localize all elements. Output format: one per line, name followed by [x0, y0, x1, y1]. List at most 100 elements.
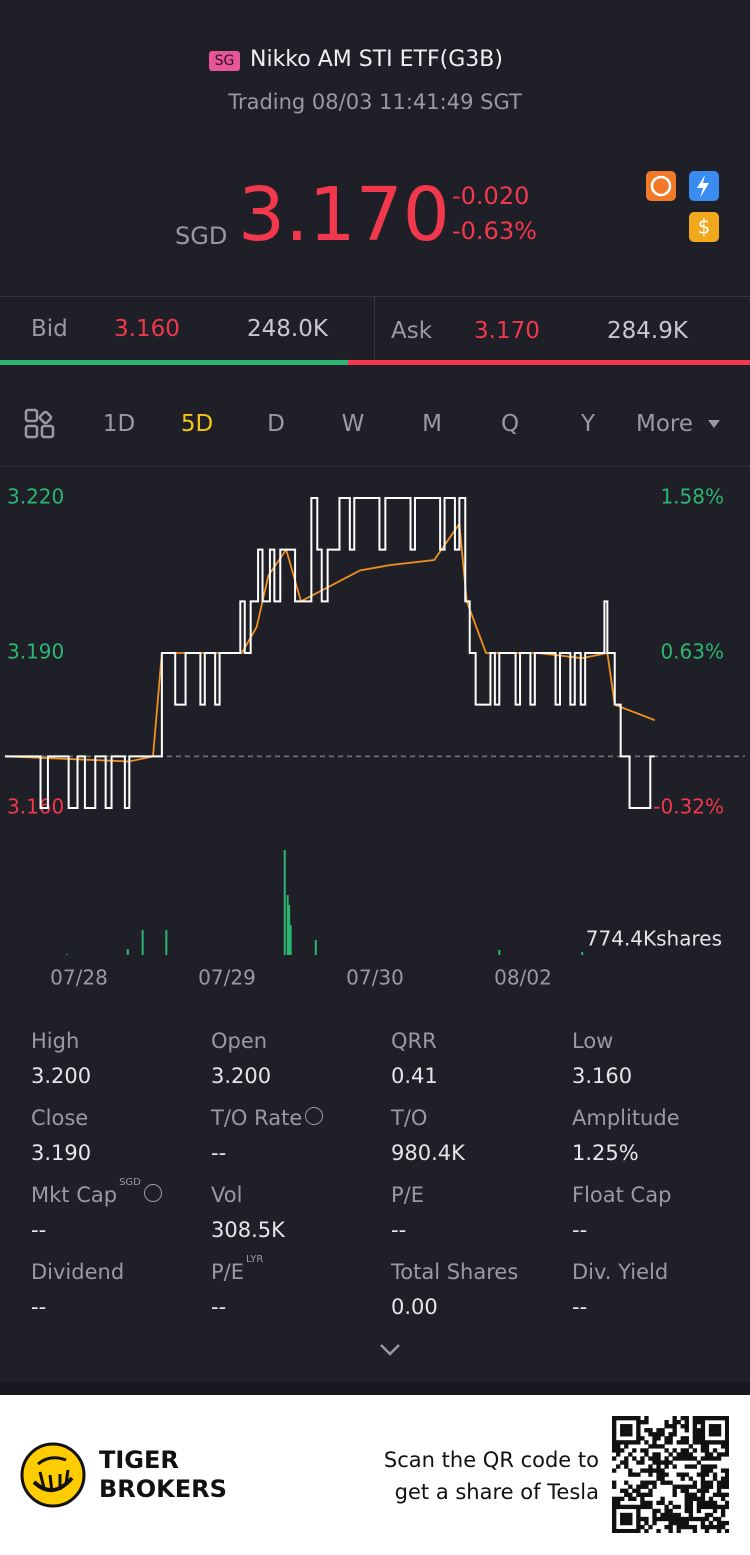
qr-cell — [636, 1460, 641, 1465]
qr-cell — [624, 1416, 629, 1421]
qr-cell — [676, 1420, 681, 1425]
qr-cell — [704, 1448, 710, 1453]
info-icon[interactable] — [143, 1184, 162, 1202]
qr-cell — [640, 1456, 645, 1461]
qr-cell — [680, 1416, 685, 1421]
qr-cell — [716, 1488, 722, 1493]
qr-cell — [656, 1460, 661, 1465]
stat-label-text: Dividend — [31, 1260, 125, 1284]
qr-cell — [648, 1480, 653, 1485]
qr-cell — [720, 1512, 726, 1518]
period-tab[interactable]: More — [636, 411, 694, 437]
qr-cell — [680, 1424, 685, 1429]
qr-cell — [664, 1436, 669, 1441]
qr-cell — [612, 1428, 617, 1433]
price-change-pct: -0.63% — [452, 217, 537, 245]
qr-cell — [676, 1528, 681, 1533]
qr-cell — [616, 1444, 621, 1449]
qr-cell — [676, 1452, 681, 1457]
qr-cell — [612, 1524, 617, 1530]
qr-cell — [616, 1496, 621, 1502]
qr-cell — [664, 1448, 669, 1453]
qr-cell — [676, 1456, 681, 1461]
period-tab[interactable]: Q — [500, 411, 520, 437]
qr-cell — [668, 1424, 673, 1429]
qr-cell — [620, 1516, 625, 1522]
qr-cell — [696, 1508, 702, 1514]
stat-label-text: Open — [211, 1029, 268, 1053]
qr-cell — [700, 1472, 706, 1477]
stat-label-text: Float Cap — [572, 1183, 672, 1207]
qr-cell — [668, 1508, 673, 1514]
qr-cell — [692, 1428, 698, 1433]
qr-cell — [652, 1484, 657, 1489]
qr-cell — [684, 1508, 689, 1514]
bid-bar — [0, 360, 348, 365]
qr-cell — [644, 1440, 649, 1445]
volume-bar — [498, 949, 501, 955]
qr-cell — [612, 1500, 617, 1506]
qr-cell — [624, 1492, 629, 1497]
volume-bar — [283, 850, 286, 955]
info-icon[interactable] — [305, 1107, 324, 1125]
qr-cell — [720, 1468, 726, 1473]
stat-value: -- — [391, 1218, 407, 1242]
qr-cell — [688, 1452, 693, 1457]
qr-cell — [696, 1436, 702, 1441]
ask-bar — [348, 360, 750, 365]
icon[interactable] — [646, 171, 676, 201]
qr-cell — [708, 1456, 714, 1461]
stat-value: -- — [31, 1218, 47, 1242]
qr-cell — [620, 1416, 625, 1421]
expand-chevron[interactable] — [378, 1342, 402, 1358]
qr-cell — [700, 1428, 706, 1433]
qr-cell — [700, 1448, 706, 1453]
x-tick-label: 08/02 — [494, 966, 552, 990]
qr-cell — [724, 1452, 729, 1457]
qr-cell — [700, 1468, 706, 1473]
icon[interactable] — [689, 212, 719, 242]
period-tab[interactable]: 1D — [102, 411, 136, 437]
footer-gap — [0, 1382, 750, 1395]
qr-cell — [640, 1480, 645, 1485]
trading-status: Trading 08/03 11:41:49 SGT — [228, 90, 522, 114]
qr-cell — [708, 1424, 714, 1429]
icon-glyph — [650, 175, 672, 197]
qr-cell — [676, 1516, 681, 1522]
qr-cell — [624, 1456, 629, 1461]
qr-cell — [652, 1512, 657, 1518]
qr-cell — [680, 1476, 685, 1481]
qr-cell — [616, 1504, 621, 1510]
qr-cell — [612, 1508, 617, 1514]
qr-cell — [664, 1424, 669, 1429]
qr-cell — [672, 1464, 677, 1469]
qr-cell — [664, 1440, 669, 1445]
qr-cell — [696, 1504, 702, 1510]
volume-bar — [165, 930, 168, 955]
period-tab[interactable]: M — [422, 411, 442, 437]
qr-cell — [668, 1432, 673, 1437]
layout-icon[interactable] — [24, 408, 56, 440]
qr-cell — [684, 1416, 689, 1421]
period-tab[interactable]: D — [267, 411, 285, 437]
period-tab[interactable]: Y — [580, 411, 596, 437]
qr-cell — [660, 1460, 665, 1465]
qr-cell — [660, 1500, 665, 1506]
period-tab[interactable]: W — [341, 411, 365, 437]
y2-tick-label: -0.32% — [653, 795, 724, 819]
qr-cell — [696, 1416, 702, 1421]
qr-cell — [688, 1496, 693, 1502]
qr-cell — [636, 1524, 641, 1530]
qr-cell — [628, 1416, 633, 1421]
period-tab[interactable]: 5D — [180, 411, 214, 437]
quote-icons[interactable]: $ — [645, 170, 725, 245]
qr-cell — [708, 1452, 714, 1457]
qr-cell — [696, 1432, 702, 1437]
qr-cell — [624, 1440, 629, 1445]
qr-cell — [712, 1500, 718, 1506]
qr-cell — [656, 1456, 661, 1461]
qr-cell — [724, 1480, 729, 1485]
qr-cell — [684, 1424, 689, 1429]
qr-cell — [708, 1512, 714, 1518]
qr-cell — [620, 1512, 625, 1518]
